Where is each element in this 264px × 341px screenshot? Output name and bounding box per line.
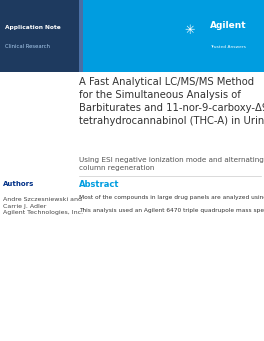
Text: Trusted Answers: Trusted Answers (210, 45, 246, 48)
Text: Agilent: Agilent (210, 21, 247, 30)
Bar (0, 0, 79, 72)
Text: Application Note: Application Note (5, 25, 61, 30)
Bar (79, 0, 83, 72)
Text: ✳: ✳ (185, 24, 195, 36)
Text: Abstract: Abstract (79, 180, 120, 189)
Text: Using ESI negative ionization mode and alternating
column regeneration: Using ESI negative ionization mode and a… (79, 157, 264, 170)
Text: A Fast Analytical LC/MS/MS Method
for the Simultaneous Analysis of
Barbiturates : A Fast Analytical LC/MS/MS Method for th… (79, 77, 264, 126)
Bar (83, 0, 264, 72)
Text: Andre Szczesniewski and
Carrie J. Adler
Agilent Technologies, Inc.: Andre Szczesniewski and Carrie J. Adler … (3, 197, 83, 215)
Text: Authors: Authors (3, 181, 34, 187)
Text: Most of the compounds in large drug panels are analyzed using positive ionizatio: Most of the compounds in large drug pane… (79, 195, 264, 213)
Text: Clinical Research: Clinical Research (5, 44, 50, 49)
